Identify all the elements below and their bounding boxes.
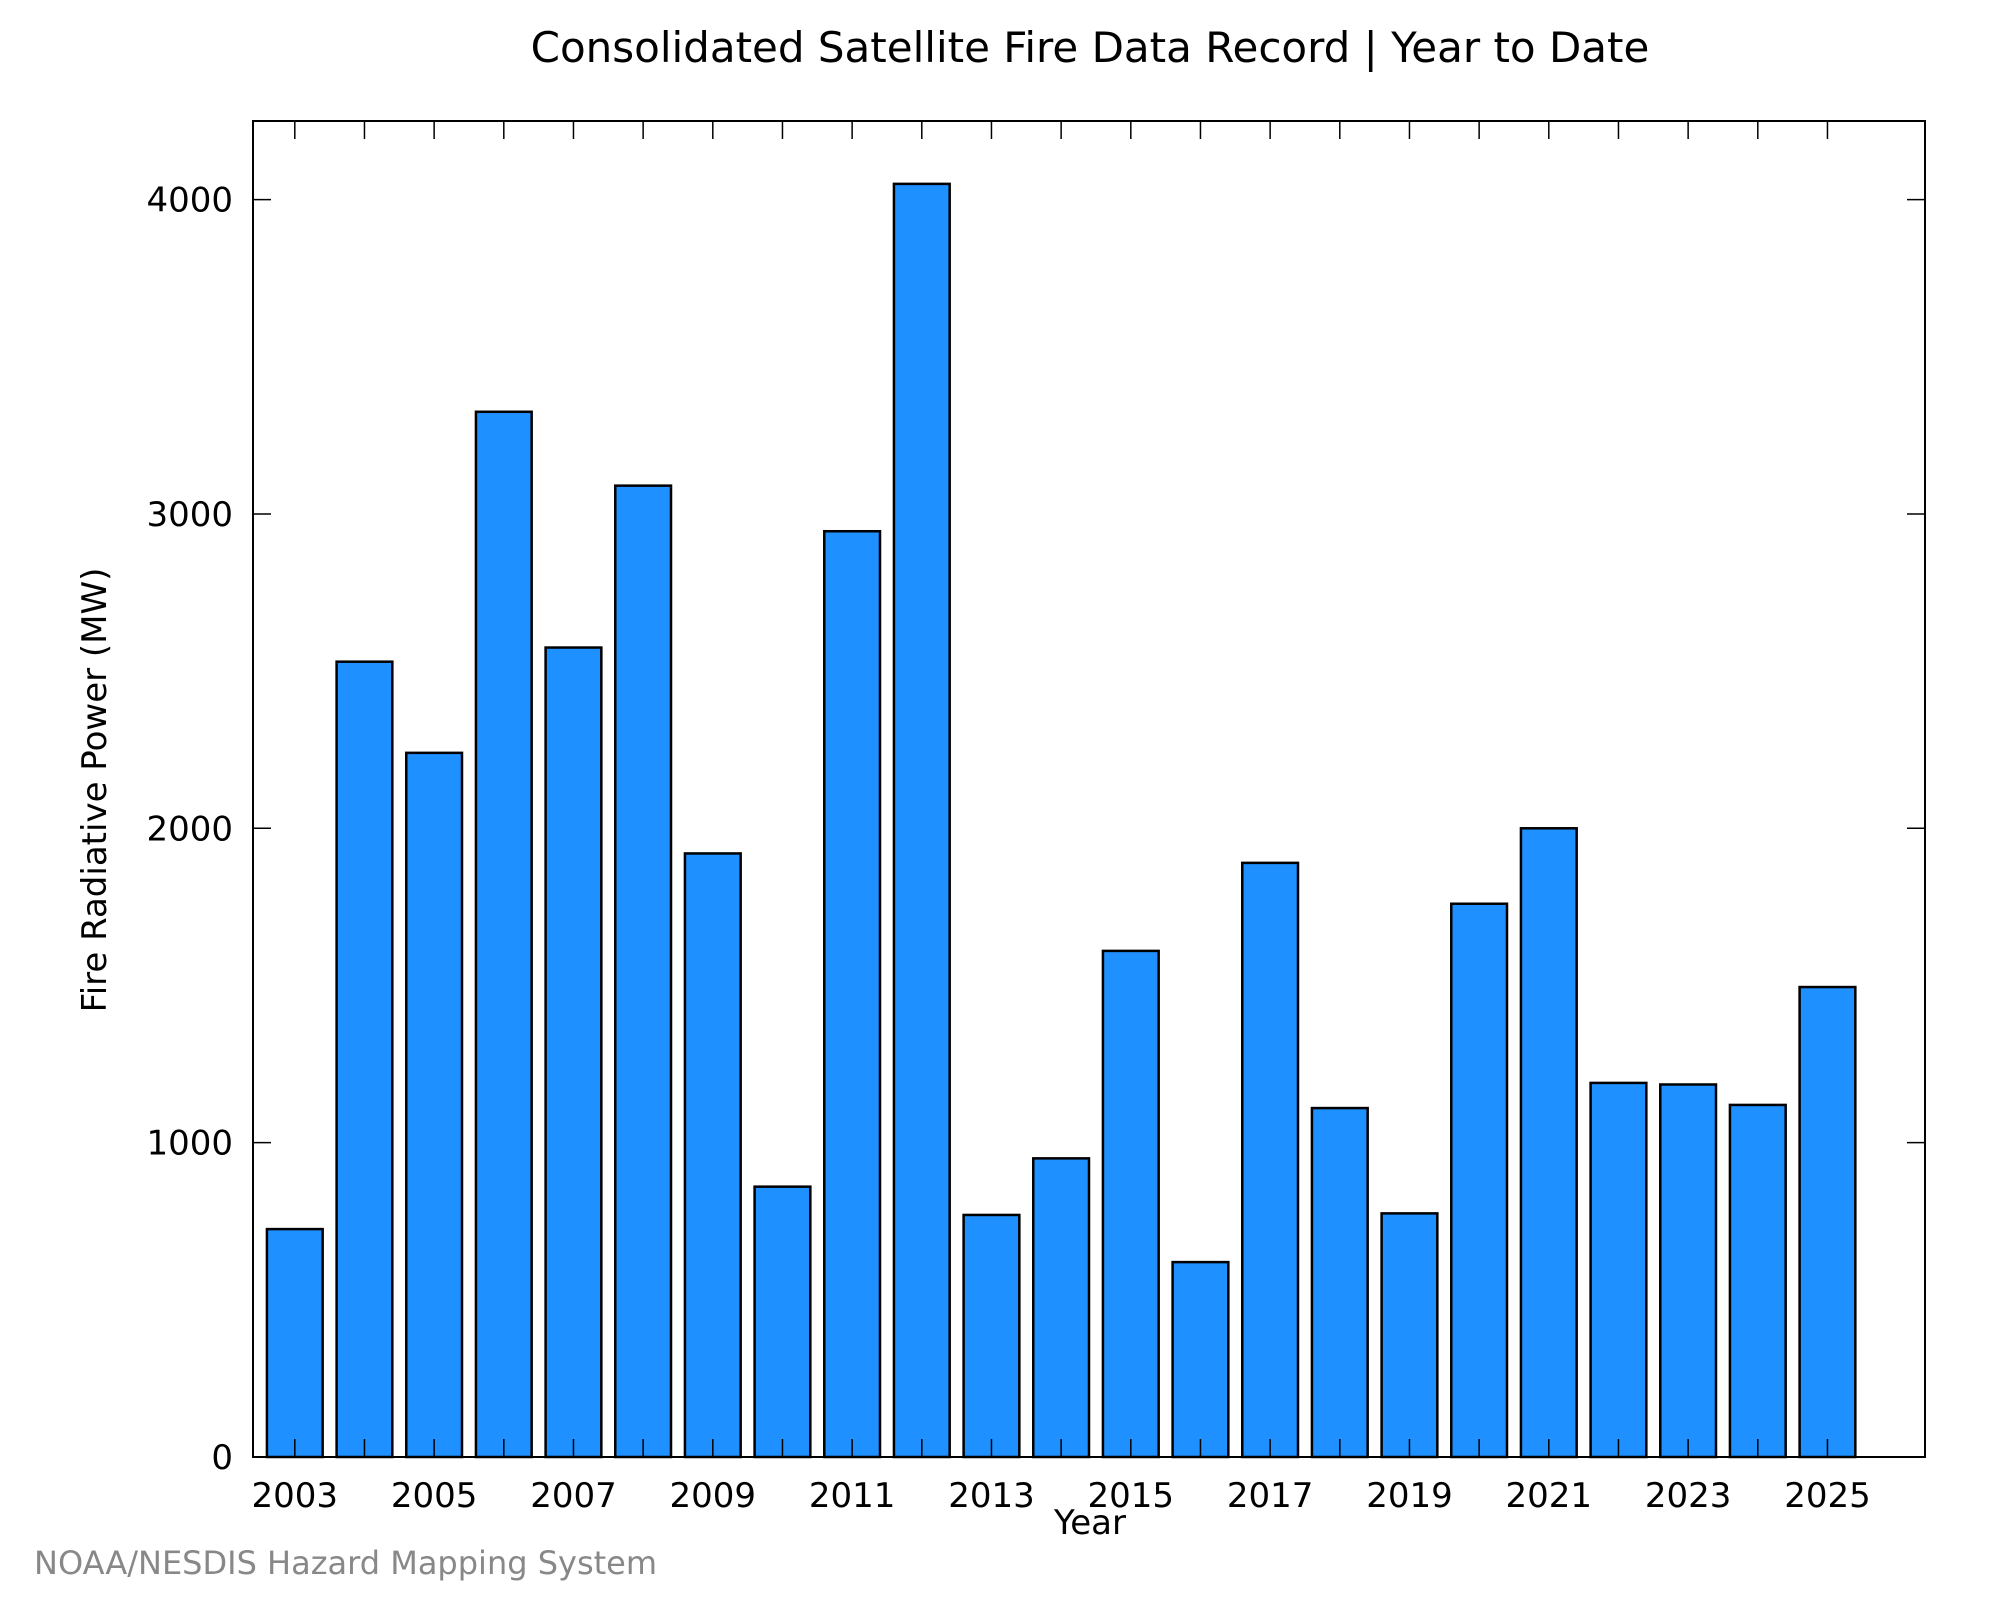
bar-2022 — [1589, 1081, 1648, 1459]
bar-2021 — [1519, 827, 1578, 1459]
bar-2020 — [1450, 902, 1509, 1459]
y-tick-label: 2000 — [146, 809, 233, 849]
x-tick-label: 2013 — [948, 1476, 1035, 1516]
x-tick-label: 2021 — [1506, 1476, 1593, 1516]
bar-2007 — [544, 646, 603, 1459]
bar-2018 — [1310, 1106, 1369, 1459]
bar-2011 — [823, 529, 882, 1459]
bar-2014 — [1032, 1157, 1091, 1459]
x-axis-label: Year — [1053, 1503, 1126, 1543]
bar-2019 — [1380, 1212, 1439, 1459]
bar-2013 — [962, 1213, 1021, 1459]
x-tick-label: 2025 — [1784, 1476, 1871, 1516]
bar-2024 — [1728, 1103, 1787, 1459]
x-tick-label: 2019 — [1366, 1476, 1453, 1516]
x-tick-label: 2007 — [530, 1476, 617, 1516]
x-tick-label: 2011 — [809, 1476, 896, 1516]
y-tick-label: 3000 — [146, 495, 233, 535]
y-axis-label: Fire Radiative Power (MW) — [75, 568, 115, 1013]
plot-frame — [252, 120, 1926, 1458]
bar-2010 — [753, 1185, 812, 1459]
chart-title: Consolidated Satellite Fire Data Record … — [531, 23, 1650, 72]
y-tick-label: 4000 — [146, 181, 233, 221]
x-tick-label: 2023 — [1645, 1476, 1732, 1516]
bar-2003 — [265, 1227, 324, 1459]
bar-2009 — [683, 852, 742, 1459]
x-tick-label: 2009 — [670, 1476, 757, 1516]
bar-2005 — [405, 751, 464, 1459]
x-tick-label: 2015 — [1088, 1476, 1175, 1516]
x-tick-label: 2017 — [1227, 1476, 1314, 1516]
y-tick-label: 0 — [211, 1438, 233, 1478]
bar-2016 — [1171, 1260, 1230, 1459]
x-tick-label: 2005 — [391, 1476, 478, 1516]
bar-2006 — [474, 410, 533, 1459]
y-tick-label: 1000 — [146, 1124, 233, 1164]
bar-2012 — [892, 182, 951, 1459]
bar-2025 — [1798, 985, 1857, 1459]
bar-2023 — [1659, 1083, 1718, 1459]
bar-2015 — [1101, 949, 1160, 1459]
bar-2017 — [1241, 861, 1300, 1459]
x-tick-label: 2003 — [252, 1476, 339, 1516]
source-credit: NOAA/NESDIS Hazard Mapping System — [34, 1544, 658, 1582]
bar-2004 — [335, 660, 394, 1459]
bar-2008 — [614, 484, 673, 1459]
